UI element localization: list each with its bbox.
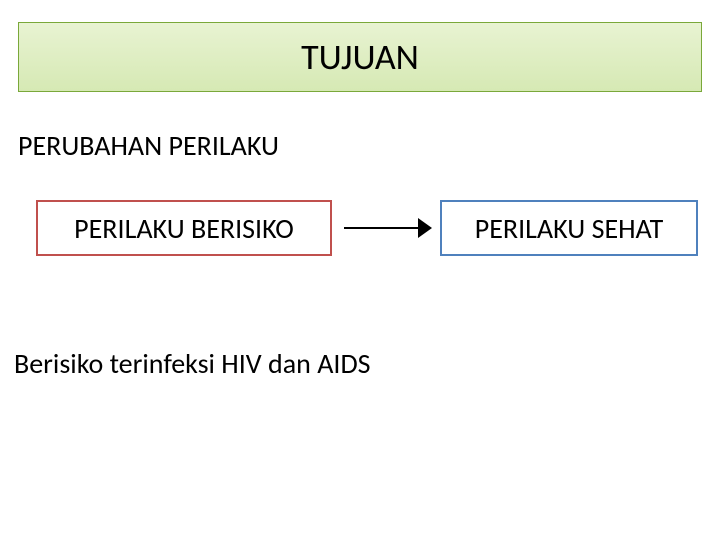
arrow-head-icon	[418, 218, 432, 238]
box-healthy-behavior: PERILAKU SEHAT	[440, 200, 698, 256]
bottom-caption: Berisiko terinfeksi HIV dan AIDS	[14, 346, 371, 381]
box-risk-behavior: PERILAKU BERISIKO	[36, 200, 332, 256]
subtitle-text: PERUBAHAN PERILAKU	[18, 128, 279, 163]
title-text: TUJUAN	[301, 35, 419, 79]
title-box: TUJUAN	[18, 22, 702, 92]
box-right-text: PERILAKU SEHAT	[475, 211, 663, 246]
box-left-text: PERILAKU BERISIKO	[74, 211, 294, 246]
bottom-text-content: Berisiko terinfeksi HIV dan AIDS	[14, 346, 371, 381]
subtitle: PERUBAHAN PERILAKU	[18, 128, 279, 163]
arrow-line	[344, 227, 418, 229]
